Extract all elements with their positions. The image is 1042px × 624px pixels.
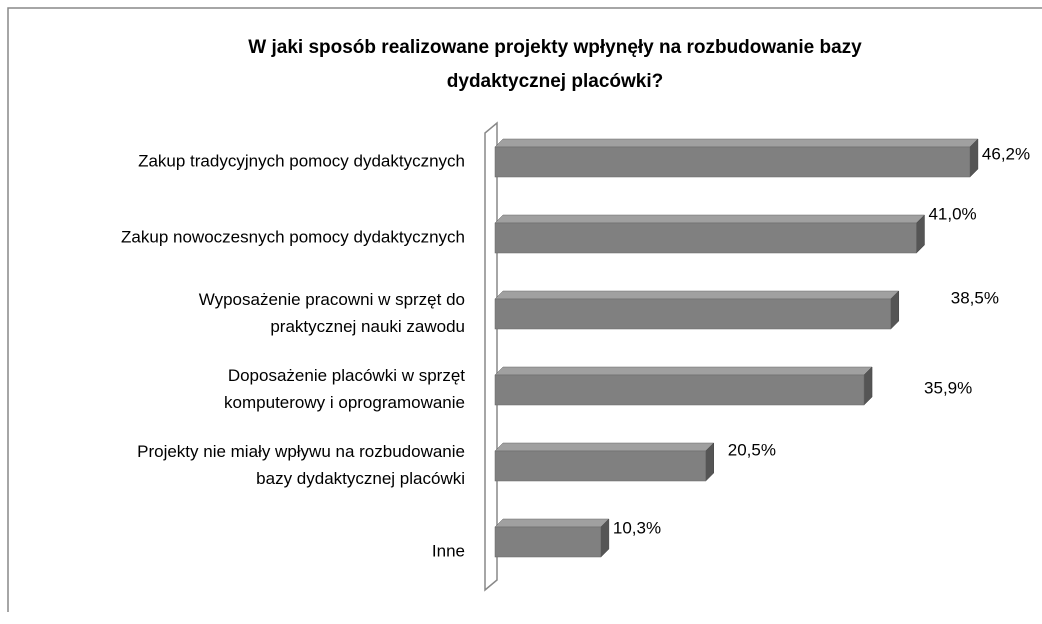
bar <box>494 222 917 254</box>
category-label: Wyposażenie pracowni w sprzęt do <box>199 290 465 309</box>
bar-top <box>494 138 979 148</box>
category-label: praktycznej nauki zawodu <box>270 317 465 336</box>
category-label: Zakup tradycyjnych pomocy dydaktycznych <box>138 151 465 170</box>
bar-top <box>494 442 715 452</box>
bar-top <box>494 214 926 224</box>
bar-top <box>494 290 900 300</box>
bar <box>494 526 602 558</box>
category-label: Doposażenie placówki w sprzęt <box>228 366 465 385</box>
value-label: 46,2% <box>982 144 1030 163</box>
bar <box>494 450 706 482</box>
back-wall <box>484 121 498 592</box>
bar <box>494 298 892 330</box>
chart-title: W jaki sposób realizowane projekty wpłyn… <box>248 37 862 58</box>
bar-top <box>494 366 873 376</box>
value-label: 38,5% <box>951 288 999 307</box>
chart-border <box>7 7 1042 612</box>
bar <box>494 374 865 406</box>
bar-top <box>494 518 610 528</box>
value-label: 41,0% <box>928 204 976 223</box>
category-label: Zakup nowoczesnych pomocy dydaktycznych <box>121 227 465 246</box>
value-label: 35,9% <box>924 378 972 397</box>
category-label: komputerowy i oprogramowanie <box>224 393 465 412</box>
category-label: bazy dydaktycznej placówki <box>256 469 465 488</box>
value-label: 20,5% <box>728 440 776 459</box>
value-label: 10,3% <box>613 518 661 537</box>
category-label: Inne <box>432 541 465 560</box>
chart-title: dydaktycznej placówki? <box>447 71 663 92</box>
category-label: Projekty nie miały wpływu na rozbudowani… <box>137 442 465 461</box>
bar <box>494 146 971 178</box>
